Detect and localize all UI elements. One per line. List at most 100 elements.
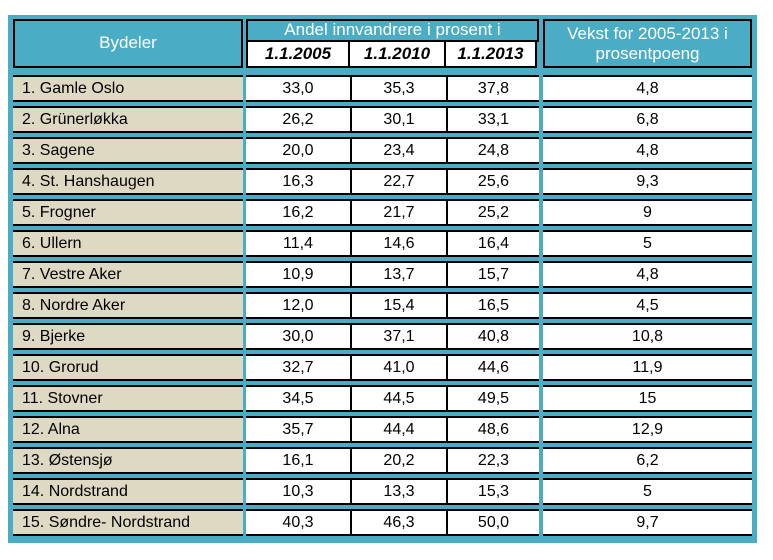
table-row: 2. Grünerløkka 26,2 30,1 33,1 6,8: [13, 106, 752, 133]
header-date-2005: 1.1.2005: [246, 42, 350, 68]
value-2010-cell: 14,6: [350, 230, 446, 257]
share-values-group: 35,7 44,4 48,6: [246, 416, 539, 443]
value-2005-cell: 30,0: [246, 323, 350, 350]
share-values-group: 30,0 37,1 40,8: [246, 323, 539, 350]
share-values-group: 12,0 15,4 16,5: [246, 292, 539, 319]
value-2005-cell: 16,1: [246, 447, 350, 474]
value-2010-cell: 41,0: [350, 354, 446, 381]
growth-cell: 4,8: [543, 261, 752, 288]
district-name-cell: 2. Grünerløkka: [13, 106, 243, 133]
share-values-group: 32,7 41,0 44,6: [246, 354, 539, 381]
district-name-cell: 1. Gamle Oslo: [13, 75, 243, 102]
district-name-cell: 14. Nordstrand: [13, 478, 243, 505]
value-2005-cell: 26,2: [246, 106, 350, 133]
table-row: 9. Bjerke 30,0 37,1 40,8 10,8: [13, 323, 752, 350]
table-row: 11. Stovner 34,5 44,5 49,5 15: [13, 385, 752, 412]
table-row: 15. Søndre- Nordstrand 40,3 46,3 50,0 9,…: [13, 509, 752, 536]
value-2005-cell: 12,0: [246, 292, 350, 319]
header-andel-block: Andel innvandrere i prosent i 1.1.2005 1…: [246, 19, 539, 68]
value-2013-cell: 33,1: [446, 106, 539, 133]
value-2013-cell: 40,8: [446, 323, 539, 350]
growth-cell: 5: [543, 230, 752, 257]
share-values-group: 33,0 35,3 37,8: [246, 75, 539, 102]
value-2010-cell: 13,7: [350, 261, 446, 288]
share-values-group: 34,5 44,5 49,5: [246, 385, 539, 412]
value-2005-cell: 16,3: [246, 168, 350, 195]
share-values-group: 10,3 13,3 15,3: [246, 478, 539, 505]
table-row: 13. Østensjø 16,1 20,2 22,3 6,2: [13, 447, 752, 474]
share-values-group: 40,3 46,3 50,0: [246, 509, 539, 536]
table-body: 1. Gamle Oslo 33,0 35,3 37,8 4,8 2. Grün…: [13, 75, 752, 536]
value-2010-cell: 30,1: [350, 106, 446, 133]
value-2013-cell: 49,5: [446, 385, 539, 412]
share-values-group: 11,4 14,6 16,4: [246, 230, 539, 257]
value-2010-cell: 37,1: [350, 323, 446, 350]
table-header: Bydeler Andel innvandrere i prosent i 1.…: [13, 19, 752, 68]
table-row: 4. St. Hanshaugen 16,3 22,7 25,6 9,3: [13, 168, 752, 195]
value-2010-cell: 13,3: [350, 478, 446, 505]
value-2010-cell: 44,4: [350, 416, 446, 443]
table-row: 8. Nordre Aker 12,0 15,4 16,5 4,5: [13, 292, 752, 319]
value-2005-cell: 20,0: [246, 137, 350, 164]
value-2005-cell: 16,2: [246, 199, 350, 226]
share-values-group: 16,1 20,2 22,3: [246, 447, 539, 474]
value-2010-cell: 35,3: [350, 75, 446, 102]
district-name-cell: 9. Bjerke: [13, 323, 243, 350]
value-2013-cell: 25,2: [446, 199, 539, 226]
value-2010-cell: 20,2: [350, 447, 446, 474]
growth-cell: 9,7: [543, 509, 752, 536]
header-bydeler: Bydeler: [13, 19, 243, 68]
value-2013-cell: 50,0: [446, 509, 539, 536]
value-2010-cell: 22,7: [350, 168, 446, 195]
table-row: 14. Nordstrand 10,3 13,3 15,3 5: [13, 478, 752, 505]
district-name-cell: 11. Stovner: [13, 385, 243, 412]
value-2005-cell: 10,9: [246, 261, 350, 288]
table-row: 1. Gamle Oslo 33,0 35,3 37,8 4,8: [13, 75, 752, 102]
district-name-cell: 3. Sagene: [13, 137, 243, 164]
value-2005-cell: 33,0: [246, 75, 350, 102]
value-2005-cell: 34,5: [246, 385, 350, 412]
growth-cell: 15: [543, 385, 752, 412]
value-2010-cell: 46,3: [350, 509, 446, 536]
value-2010-cell: 44,5: [350, 385, 446, 412]
header-date-row: 1.1.2005 1.1.2010 1.1.2013: [246, 42, 539, 68]
table-row: 6. Ullern 11,4 14,6 16,4 5: [13, 230, 752, 257]
district-name-cell: 5. Frogner: [13, 199, 243, 226]
value-2013-cell: 15,3: [446, 478, 539, 505]
growth-cell: 6,2: [543, 447, 752, 474]
value-2010-cell: 21,7: [350, 199, 446, 226]
value-2010-cell: 23,4: [350, 137, 446, 164]
table-row: 10. Grorud 32,7 41,0 44,6 11,9: [13, 354, 752, 381]
growth-cell: 4,8: [543, 75, 752, 102]
growth-cell: 5: [543, 478, 752, 505]
value-2013-cell: 16,5: [446, 292, 539, 319]
immigrant-share-table: Bydeler Andel innvandrere i prosent i 1.…: [8, 15, 757, 543]
value-2013-cell: 24,8: [446, 137, 539, 164]
value-2005-cell: 32,7: [246, 354, 350, 381]
value-2005-cell: 10,3: [246, 478, 350, 505]
table-row: 5. Frogner 16,2 21,7 25,2 9: [13, 199, 752, 226]
value-2010-cell: 15,4: [350, 292, 446, 319]
value-2013-cell: 44,6: [446, 354, 539, 381]
value-2013-cell: 15,7: [446, 261, 539, 288]
district-name-cell: 6. Ullern: [13, 230, 243, 257]
growth-cell: 4,8: [543, 137, 752, 164]
header-date-2010: 1.1.2010: [348, 42, 446, 68]
header-andel: Andel innvandrere i prosent i: [246, 19, 539, 42]
district-name-cell: 8. Nordre Aker: [13, 292, 243, 319]
share-values-group: 10,9 13,7 15,7: [246, 261, 539, 288]
district-name-cell: 4. St. Hanshaugen: [13, 168, 243, 195]
growth-cell: 9,3: [543, 168, 752, 195]
district-name-cell: 15. Søndre- Nordstrand: [13, 509, 243, 536]
value-2005-cell: 35,7: [246, 416, 350, 443]
value-2013-cell: 48,6: [446, 416, 539, 443]
growth-cell: 4,5: [543, 292, 752, 319]
district-name-cell: 12. Alna: [13, 416, 243, 443]
growth-cell: 9: [543, 199, 752, 226]
value-2013-cell: 16,4: [446, 230, 539, 257]
growth-cell: 10,8: [543, 323, 752, 350]
value-2013-cell: 25,6: [446, 168, 539, 195]
value-2013-cell: 22,3: [446, 447, 539, 474]
growth-cell: 6,8: [543, 106, 752, 133]
table-row: 7. Vestre Aker 10,9 13,7 15,7 4,8: [13, 261, 752, 288]
